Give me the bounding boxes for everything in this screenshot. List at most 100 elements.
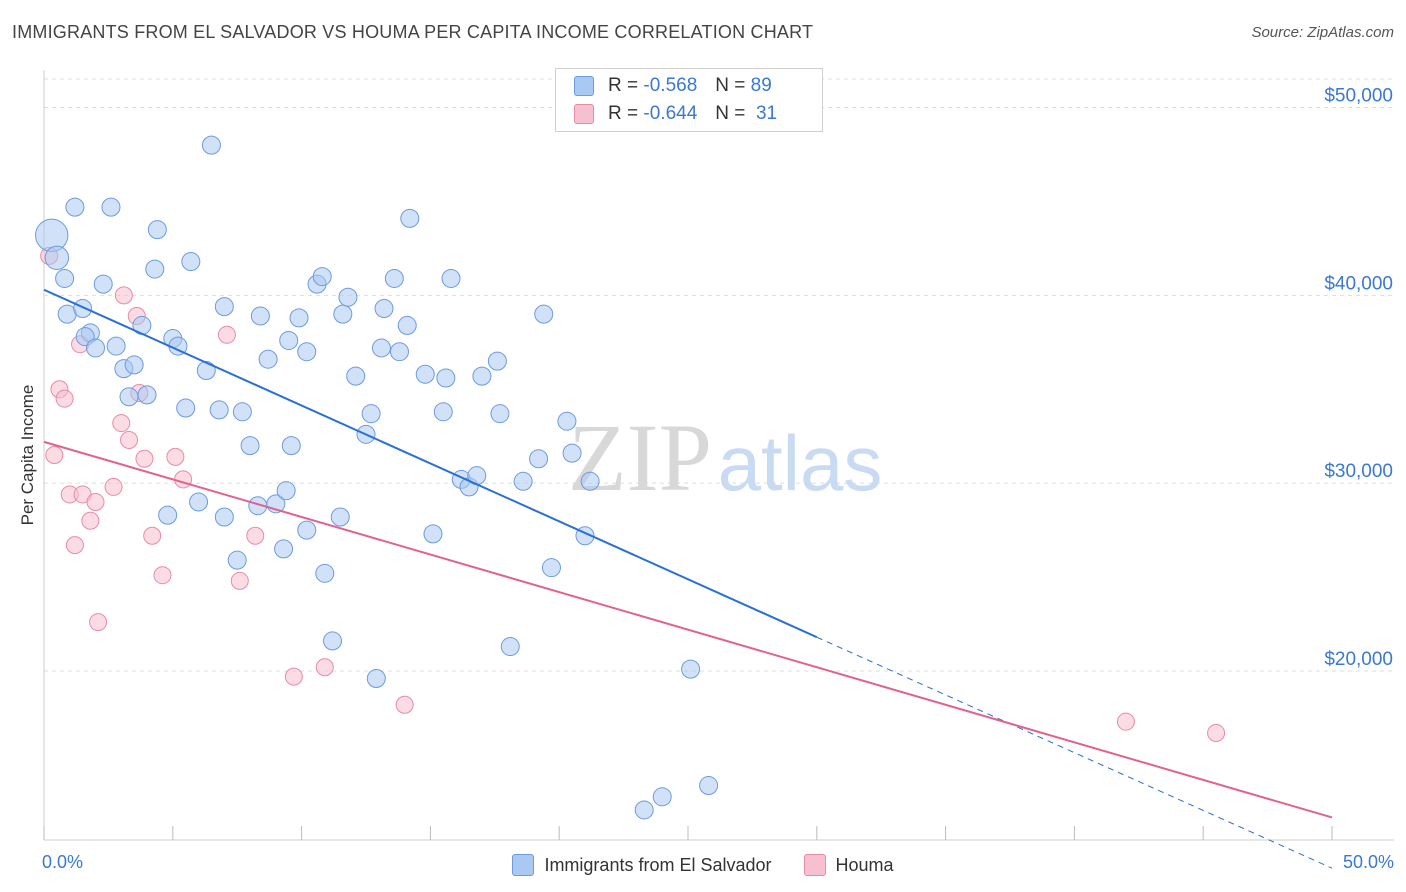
el-salvador-point xyxy=(106,336,126,356)
y-tick-label: $50,000 xyxy=(1324,86,1393,107)
legend-row-el-salvador: R = -0.568 N = 89 xyxy=(574,74,772,98)
el-salvador-point xyxy=(145,259,165,279)
houma-point xyxy=(114,286,133,305)
el-salvador-point xyxy=(289,308,309,328)
el-salvador-point xyxy=(634,800,654,820)
n-value: 89 xyxy=(750,75,772,96)
el-salvador-point xyxy=(436,368,456,388)
el-salvador-point xyxy=(312,267,332,287)
el-salvador-swatch xyxy=(512,854,535,876)
x-tick-min: 0.0% xyxy=(42,852,84,872)
houma-point xyxy=(395,695,414,714)
el-salvador-point xyxy=(101,197,121,217)
el-salvador-point xyxy=(147,220,167,240)
el-salvador-point xyxy=(276,481,296,501)
el-salvador-point xyxy=(196,360,216,380)
el-salvador-point xyxy=(250,306,270,326)
houma-point xyxy=(81,511,100,530)
el-salvador-point xyxy=(227,550,247,570)
el-salvador-point xyxy=(258,349,278,369)
el-salvador-point xyxy=(389,342,409,362)
el-salvador-point xyxy=(86,338,106,358)
el-salvador-point xyxy=(338,287,358,307)
legend-item-el-salvador: Immigrants from El Salvador xyxy=(512,854,772,876)
r-label: R = xyxy=(608,103,639,124)
houma-point xyxy=(65,536,84,555)
el-salvador-point xyxy=(490,404,510,424)
houma-swatch xyxy=(803,854,826,876)
r-label: R = xyxy=(608,75,639,96)
chart-source: Source: ZipAtlas.com xyxy=(1251,24,1394,41)
houma-point xyxy=(217,325,236,344)
el-salvador-point xyxy=(315,563,335,583)
el-salvador-point xyxy=(55,268,75,288)
series-legend: Immigrants from El Salvador Houma xyxy=(0,852,1406,878)
el-salvador-points xyxy=(35,135,719,820)
houma-point xyxy=(230,571,249,590)
houma-point xyxy=(174,470,193,489)
houma-point xyxy=(166,447,185,466)
el-salvador-point xyxy=(513,471,533,491)
el-salvador-point xyxy=(500,637,520,657)
el-salvador-point xyxy=(181,252,201,272)
el-salvador-point xyxy=(384,268,404,288)
el-salvador-point xyxy=(534,304,554,324)
houma-point xyxy=(135,449,154,468)
houma-point xyxy=(86,492,105,511)
el-salvador-point xyxy=(209,400,229,420)
el-salvador-swatch xyxy=(574,76,594,96)
el-salvador-point xyxy=(541,558,561,578)
el-salvador-point xyxy=(681,659,701,679)
el-salvador-point xyxy=(330,507,350,527)
el-salvador-point xyxy=(93,274,113,294)
y-tick-labels: $20,000 $30,000 $40,000 $50,000 xyxy=(1324,86,1393,670)
el-salvador-point xyxy=(214,297,234,317)
houma-trend-line xyxy=(43,440,1333,819)
houma-point xyxy=(112,414,131,433)
legend-row-houma: R = -0.644 N = 31 xyxy=(574,102,777,126)
watermark: ZIP atlas xyxy=(568,404,882,511)
el-salvador-point xyxy=(240,436,260,456)
n-label: N = xyxy=(715,75,746,96)
el-salvador-point xyxy=(400,208,420,228)
watermark-atlas: atlas xyxy=(718,419,883,507)
el-salvador-point xyxy=(73,299,93,319)
legend-label: Houma xyxy=(835,854,894,875)
el-salvador-point xyxy=(44,245,70,271)
el-salvador-point xyxy=(415,364,435,384)
el-salvador-point xyxy=(346,366,366,386)
el-salvador-point xyxy=(323,631,343,651)
y-tick-label: $40,000 xyxy=(1324,273,1393,294)
axes xyxy=(43,70,1394,841)
el-salvador-point xyxy=(423,524,443,544)
r-value: -0.568 xyxy=(643,75,698,96)
houma-point xyxy=(315,658,334,677)
el-salvador-point xyxy=(297,342,317,362)
el-salvador-point xyxy=(374,299,394,319)
el-salvador-point xyxy=(557,411,577,431)
el-salvador-point xyxy=(529,449,549,469)
el-salvador-point xyxy=(279,330,299,350)
houma-point xyxy=(153,566,172,585)
el-salvador-point xyxy=(201,135,221,155)
y-tick-label: $30,000 xyxy=(1324,461,1393,482)
el-salvador-point xyxy=(361,404,381,424)
houma-point xyxy=(246,526,265,545)
n-label: N = xyxy=(715,103,746,124)
chart-title: IMMIGRANTS FROM EL SALVADOR VS HOUMA PER… xyxy=(12,22,814,42)
houma-point xyxy=(120,430,139,449)
el-salvador-point xyxy=(137,385,157,405)
el-salvador-point xyxy=(274,539,294,559)
r-value: -0.644 xyxy=(643,103,698,124)
legend-label: Immigrants from El Salvador xyxy=(544,854,772,875)
el-salvador-point xyxy=(297,520,317,540)
houma-swatch xyxy=(574,104,594,124)
el-salvador-point xyxy=(580,471,600,491)
el-salvador-point xyxy=(281,436,301,456)
trend-lines xyxy=(43,288,1333,869)
el-salvador-point xyxy=(35,218,69,252)
houma-point xyxy=(45,446,64,464)
el-salvador-point xyxy=(433,402,453,422)
el-salvador-point xyxy=(158,505,178,525)
